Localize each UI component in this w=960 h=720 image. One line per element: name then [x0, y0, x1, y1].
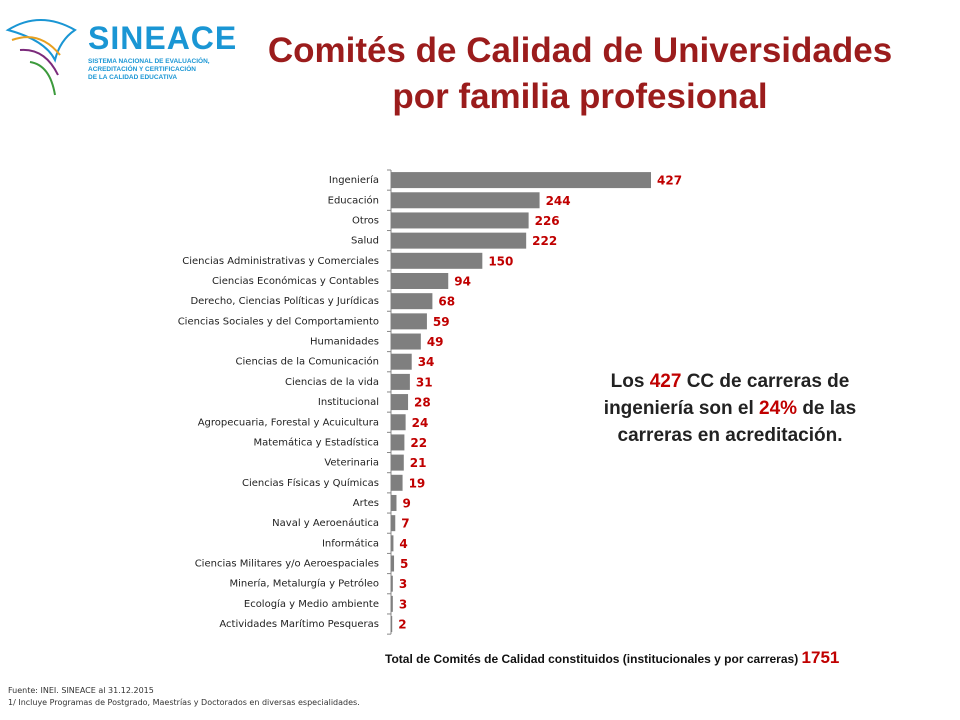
data-label: 2: [398, 618, 406, 632]
logo-subtitle-line: SISTEMA NACIONAL DE EVALUACIÓN,: [88, 58, 210, 65]
bar: [391, 252, 483, 269]
title-line: Comités de Calidad de Universidades: [267, 31, 893, 70]
y-tick-label: Agropecuaria, Forestal y Acuicultura: [198, 417, 379, 428]
bar: [391, 353, 412, 370]
bar: [391, 434, 405, 451]
bar: [391, 373, 410, 390]
total: Total de Comités de Calidad constituidos…: [385, 648, 839, 668]
annotation: Los 427 CC de carreras de ingeniería son…: [595, 368, 865, 449]
y-tick-label: Minería, Metalurgía y Petróleo: [230, 578, 380, 590]
logo-stroke: [29, 61, 56, 96]
bar: [391, 595, 393, 612]
bar: [391, 293, 433, 310]
y-tick-label: Artes: [353, 498, 379, 509]
data-label: 226: [535, 214, 560, 228]
bar: [391, 212, 529, 229]
total-value: 1751: [801, 648, 840, 667]
data-label: 9: [402, 496, 410, 510]
annotation-part: 427: [649, 371, 682, 392]
data-label: 68: [438, 295, 455, 309]
footnote: 1/ Incluye Programas de Postgrado, Maest…: [8, 698, 360, 707]
bar: [391, 454, 404, 471]
bar: [391, 555, 395, 572]
y-tick-label: Matemática y Estadística: [253, 436, 379, 448]
data-label: 22: [410, 436, 427, 450]
y-tick-label: Salud: [351, 236, 379, 247]
footnote: Fuente: INEI. SINEACE al 31.12.2015: [8, 686, 154, 695]
logo-stroke: [11, 36, 61, 56]
bar: [391, 494, 397, 511]
logo-subtitle-line: ACREDITACIÓN Y CERTIFICACIÓN: [88, 66, 196, 73]
y-tick-label: Educación: [328, 194, 379, 206]
data-label: 31: [416, 375, 433, 389]
logo-subtitle: SISTEMA NACIONAL DE EVALUACIÓN, ACREDITAC…: [88, 58, 210, 82]
bar: [391, 515, 396, 532]
bar: [391, 172, 651, 189]
annotation-part: Los: [610, 371, 650, 392]
bar: [391, 535, 394, 552]
data-label: 94: [454, 274, 471, 288]
data-label: 244: [546, 194, 571, 208]
annotation-part: de las carreras en acreditación.: [617, 398, 857, 446]
annotation-part: 24%: [759, 398, 798, 419]
data-label: 19: [409, 476, 426, 490]
data-label: 4: [399, 537, 407, 551]
bar: [391, 192, 540, 209]
y-tick-label: Ecología y Medio ambiente: [244, 598, 379, 610]
data-label: 7: [401, 517, 409, 531]
y-tick-label: Ingeniería: [329, 174, 379, 186]
data-label: 150: [488, 254, 513, 268]
bar: [391, 575, 393, 592]
y-tick-label: Actividades Marítimo Pesqueras: [219, 618, 379, 630]
y-tick-label: Veterinaria: [324, 458, 379, 469]
bar: [391, 474, 403, 491]
y-tick-label: Ciencias Sociales y del Comportamiento: [178, 316, 379, 327]
y-tick-label: Ciencias Económicas y Contables: [212, 275, 379, 287]
y-tick-label: Naval y Aeroenáutica: [272, 517, 379, 529]
y-tick-label: Ciencias Militares y/o Aeroespaciales: [195, 559, 379, 570]
chart-title: Comités de Calidad de Universidades por f…: [200, 28, 960, 120]
logo-name: SINEACE: [88, 20, 238, 56]
y-tick-label: Ciencias de la vida: [285, 377, 379, 388]
y-tick-label: Humanidades: [310, 337, 379, 348]
data-label: 3: [399, 577, 407, 591]
data-label: 222: [532, 234, 557, 248]
logo-stroke: [19, 48, 59, 76]
y-tick-label: Otros: [352, 215, 379, 226]
annotation-part: CC de carreras de ingeniería son el: [603, 371, 850, 419]
y-tick-label: Informática: [322, 537, 379, 549]
logo-subtitle-line: DE LA CALIDAD EDUCATIVA: [88, 74, 178, 81]
bar: [391, 394, 409, 411]
data-label: 5: [400, 557, 408, 571]
data-label: 28: [414, 396, 431, 410]
total-label: Total de Comités de Calidad constituidos…: [385, 652, 799, 666]
bar: [391, 333, 421, 350]
title-line: por familia profesional: [392, 77, 768, 116]
data-label: 21: [410, 456, 427, 470]
data-label: 34: [418, 355, 435, 369]
bar: [391, 313, 427, 330]
y-tick-label: Ciencias Físicas y Químicas: [242, 477, 379, 489]
bar: [391, 232, 527, 249]
data-label: 49: [427, 335, 444, 349]
data-label: 59: [433, 315, 450, 329]
bar: [391, 414, 406, 431]
y-tick-label: Institucional: [318, 397, 379, 408]
data-label: 3: [399, 597, 407, 611]
y-tick-label: Ciencias de la Comunicación: [236, 356, 379, 368]
data-label: 24: [412, 416, 429, 430]
y-tick-label: Derecho, Ciencias Políticas y Jurídicas: [190, 295, 379, 307]
bar: [391, 616, 393, 633]
logo-bird: [5, 19, 77, 63]
y-tick-label: Ciencias Administrativas y Comerciales: [182, 256, 379, 267]
data-label: 427: [657, 174, 682, 188]
bar: [391, 272, 449, 289]
